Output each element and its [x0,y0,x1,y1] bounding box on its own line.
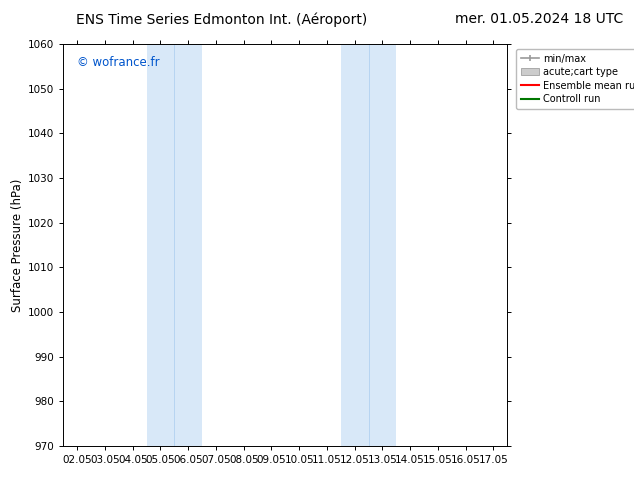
Bar [146,44,202,446]
Legend: min/max, acute;cart type, Ensemble mean run, Controll run: min/max, acute;cart type, Ensemble mean … [517,49,634,109]
Text: mer. 01.05.2024 18 UTC: mer. 01.05.2024 18 UTC [455,12,623,26]
Y-axis label: Surface Pressure (hPa): Surface Pressure (hPa) [11,178,24,312]
Text: © wofrance.fr: © wofrance.fr [77,56,159,69]
Bar [341,44,396,446]
Text: ENS Time Series Edmonton Int. (Aéroport): ENS Time Series Edmonton Int. (Aéroport) [76,12,368,27]
